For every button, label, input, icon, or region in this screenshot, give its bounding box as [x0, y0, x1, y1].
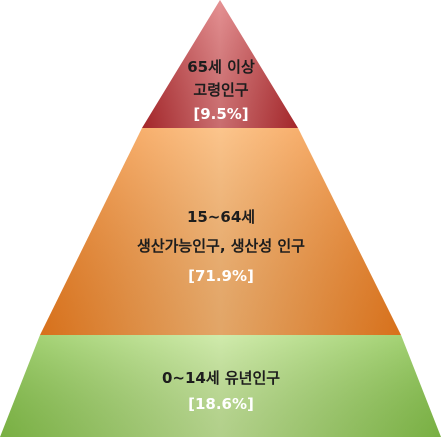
tier-working-age-line1: 15~64세	[187, 208, 255, 226]
tier-working-age: 15~64세 생산가능인구, 생산성 인구 [71.9%]	[40, 128, 401, 335]
tier-youth-shade	[0, 335, 441, 437]
tier-elderly-shade	[142, 0, 298, 128]
tier-working-age-shade	[40, 128, 401, 335]
tier-youth: 0~14세 유년인구 [18.6%]	[0, 335, 441, 437]
tier-elderly: 65세 이상 고령인구 [9.5%]	[142, 0, 298, 128]
tier-youth-line1: 0~14세 유년인구	[162, 369, 280, 387]
tier-youth-percent: [18.6%]	[188, 395, 254, 413]
tier-working-age-line2: 생산가능인구, 생산성 인구	[137, 237, 305, 255]
tier-elderly-line1: 65세 이상	[187, 58, 255, 76]
tier-working-age-percent: [71.9%]	[188, 267, 254, 285]
tier-elderly-line2: 고령인구	[193, 81, 248, 99]
tier-elderly-percent: [9.5%]	[193, 105, 248, 123]
